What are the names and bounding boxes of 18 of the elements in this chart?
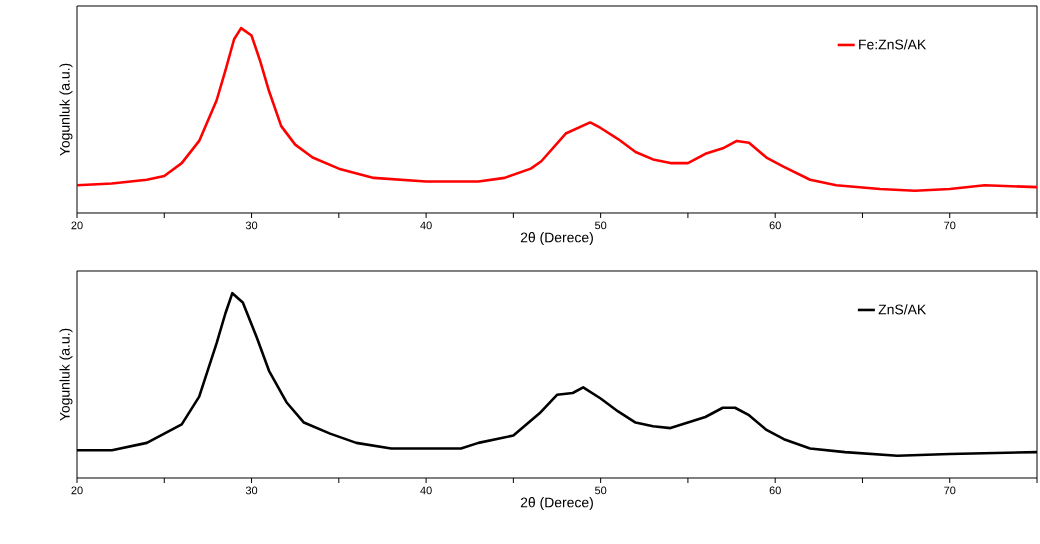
x-tick-label: 40 (420, 221, 432, 230)
x-tick-label: 40 (420, 486, 432, 495)
y-axis-title: Yogunluk (a.u.) (59, 63, 73, 156)
x-tick-label: 60 (769, 221, 781, 230)
x-tick-label: 50 (594, 221, 607, 230)
x-axis-title: 2θ (Derece) (520, 232, 593, 246)
x-tick-label: 30 (245, 486, 258, 495)
y-axis-title: Yogunluk (a.u.) (59, 328, 73, 421)
x-tick-label: 60 (769, 486, 781, 495)
x-tick-label: 30 (245, 221, 258, 230)
x-tick-label: 50 (594, 486, 607, 495)
x-axis-title: 2θ (Derece) (520, 497, 593, 511)
x-tick-label: 70 (944, 221, 956, 230)
x-tick-label: 20 (71, 486, 83, 495)
x-tick-label: 70 (944, 486, 956, 495)
legend-label: ZnS/AK (878, 304, 927, 315)
legend-label: Fe:ZnS/AK (859, 39, 927, 50)
x-tick-label: 20 (71, 221, 83, 230)
